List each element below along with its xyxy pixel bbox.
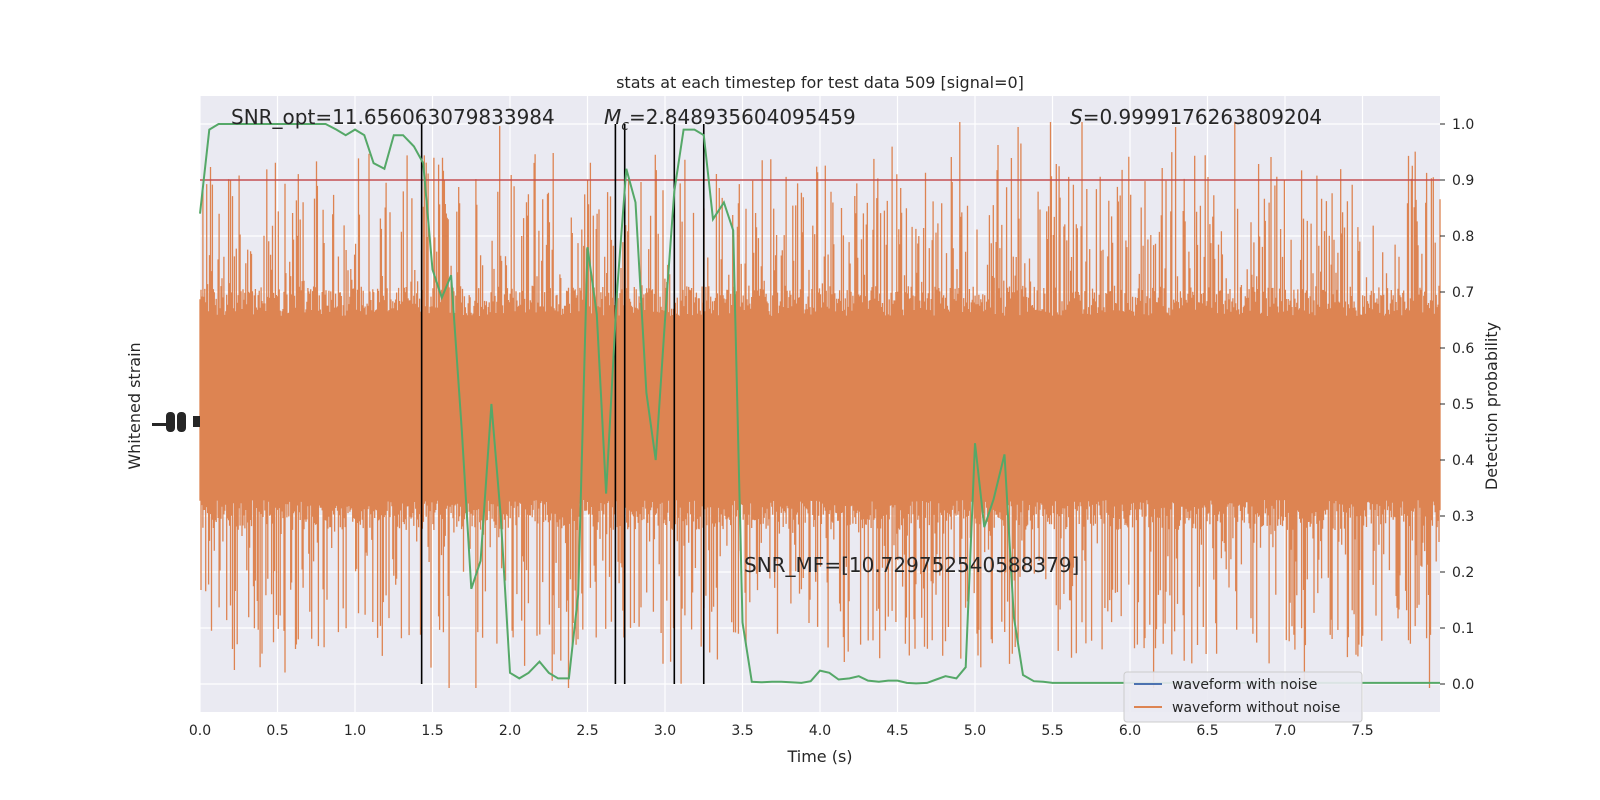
- legend: waveform with noise waveform without noi…: [1123, 671, 1363, 723]
- x-tick-label: 3.5: [731, 723, 753, 739]
- x-tick-label: 0.0: [189, 723, 211, 739]
- x-tick-label: 5.5: [1041, 723, 1063, 739]
- chirp-mass-symbol: M: [604, 105, 621, 129]
- waveform-without-noise-trace: [199, 122, 1441, 688]
- x-tick-label: 6.5: [1196, 723, 1218, 739]
- x-tick-label: 2.0: [499, 723, 521, 739]
- y-ticks-right: 0.0 0.1 0.2 0.3 0.4 0.5 0.6 0.7 0.8 0.9 1.0: [1440, 117, 1474, 693]
- y-tick-label: 0.8: [1452, 229, 1474, 245]
- y-tick-label: 0.6: [1452, 341, 1474, 357]
- vertical-marker-lines: [420, 124, 705, 684]
- y-tick-label: 0.5: [1452, 397, 1474, 413]
- s-annotation: S=0.9999176263809204: [1070, 105, 1322, 129]
- y-tick-label: 0.2: [1452, 565, 1474, 581]
- x-tick-label: 2.5: [576, 723, 598, 739]
- strain-spikes: [199, 122, 1441, 688]
- y-tick-label: 0.1: [1452, 621, 1474, 637]
- x-tick-label: 3.0: [654, 723, 676, 739]
- x-tick-label: 1.0: [344, 723, 366, 739]
- y-tick-label: 0.0: [1452, 677, 1474, 693]
- x-tick-label: 5.0: [964, 723, 986, 739]
- chirp-mass-annotation: Mc=2.848935604095459: [604, 105, 856, 134]
- x-ticks: 0.0 0.5 1.0 1.5 2.0 2.5 3.0 3.5 4.0 4.5 5.0 5.5 6.0 6…: [189, 723, 1374, 739]
- s-value: =0.9999176263809204: [1083, 105, 1322, 129]
- x-tick-label: 6.0: [1119, 723, 1141, 739]
- x-tick-label: 7.5: [1351, 723, 1373, 739]
- chirp-mass-value: =2.848935604095459: [629, 105, 856, 129]
- y-tick-label: 0.9: [1452, 173, 1474, 189]
- left-axis-clutter: [152, 412, 200, 432]
- x-tick-label: 0.5: [266, 723, 288, 739]
- legend-label-without-noise: waveform without noise: [1172, 700, 1340, 716]
- chirp-mass-subscript: c: [621, 118, 629, 134]
- chart-title: stats at each timestep for test data 509…: [616, 73, 1024, 92]
- snr-mf-annotation: SNR_MF=[10.729752540588379]: [744, 553, 1079, 577]
- x-tick-label: 1.5: [421, 723, 443, 739]
- y-tick-label: 0.4: [1452, 453, 1474, 469]
- snr-opt-annotation: SNR_opt=11.656063079833984: [231, 105, 555, 129]
- legend-box: [1123, 671, 1363, 723]
- x-axis-label: Time (s): [786, 747, 852, 766]
- y-tick-label: 1.0: [1452, 117, 1474, 133]
- x-tick-label: 7.0: [1274, 723, 1296, 739]
- y-axis-label-left: Whitened strain: [125, 342, 144, 469]
- s-symbol: S: [1070, 105, 1083, 129]
- x-tick-label: 4.5: [886, 723, 908, 739]
- y-tick-label: 0.3: [1452, 509, 1474, 525]
- y-tick-label: 0.7: [1452, 285, 1474, 301]
- x-tick-label: 4.0: [809, 723, 831, 739]
- y-axis-label-right: Detection probability: [1482, 322, 1501, 490]
- legend-label-with-noise: waveform with noise: [1172, 677, 1317, 693]
